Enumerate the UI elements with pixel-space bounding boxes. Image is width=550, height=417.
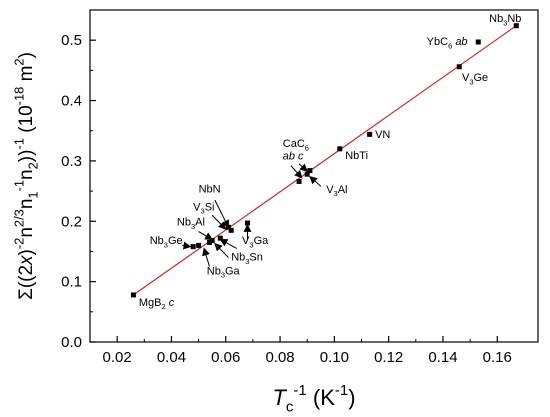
- y-tick-label: 0.0: [61, 334, 82, 351]
- point-label: ab c: [283, 151, 304, 163]
- data-point: [209, 238, 215, 244]
- annotation-arrow: [198, 231, 214, 240]
- data-point: [367, 131, 373, 137]
- y-tick-label: 0.3: [61, 153, 82, 170]
- plot-frame: [89, 9, 539, 343]
- point-label: V3Al: [326, 184, 347, 198]
- annotation-arrow: [214, 242, 229, 258]
- x-tick-label: 0.06: [211, 349, 240, 366]
- x-tick-label: 0.14: [428, 349, 457, 366]
- data-point: [456, 64, 462, 70]
- point-label: VN: [375, 129, 390, 141]
- data-point: [217, 235, 223, 241]
- annotation-arrow: [202, 247, 210, 267]
- point-label: V3Si: [193, 201, 214, 215]
- x-tick-label: 0.10: [320, 349, 349, 366]
- data-point: [190, 244, 196, 250]
- fit-line-group: [133, 25, 517, 296]
- point-label: YbC6 ab: [427, 36, 468, 50]
- y-tick-label: 0.5: [61, 32, 82, 49]
- point-label: Nb3Sn: [231, 252, 263, 266]
- annotation-arrow: [309, 175, 322, 187]
- data-point: [513, 23, 519, 29]
- y-tick-label: 0.1: [61, 274, 82, 291]
- data-point: [296, 178, 302, 184]
- data-point: [244, 220, 250, 226]
- point-label: Nb3Al: [177, 216, 205, 230]
- data-point: [307, 168, 313, 174]
- point-label: V3Ga: [242, 235, 269, 249]
- data-point: [475, 39, 481, 45]
- x-tick-label: 0.02: [103, 349, 132, 366]
- point-label: MgB2 c: [139, 297, 175, 311]
- data-point: [304, 171, 310, 177]
- x-tick-label: 0.08: [265, 349, 294, 366]
- annotation-arrows: [182, 163, 322, 267]
- y-axis-title: Σ((2x)-2n2/3n1-1n2))-1 (10-18 m2): [11, 52, 40, 300]
- point-label: NbTi: [345, 150, 368, 162]
- point-label: V3Ge: [462, 72, 488, 86]
- x-tick-label: 0.16: [483, 349, 512, 366]
- point-label: Nb3Ge: [150, 235, 183, 249]
- annotation-arrow: [219, 238, 237, 249]
- x-axis-title: Tc-1 (K-1): [272, 382, 355, 416]
- data-point: [206, 239, 212, 245]
- point-label: CaC6: [283, 138, 309, 152]
- point-label: NbN: [199, 183, 221, 195]
- data-point: [130, 292, 136, 298]
- fit-line: [133, 25, 517, 296]
- annotation-arrow: [214, 199, 229, 229]
- x-tick-label: 0.04: [157, 349, 186, 366]
- x-axis: 0.02 0.04 0.06 0.08 0.10 0.12 0.14 0.16: [103, 336, 512, 366]
- data-point: [196, 242, 202, 248]
- data-point: [225, 224, 231, 230]
- y-tick-label: 0.4: [61, 93, 82, 110]
- y-tick-label: 0.2: [61, 213, 82, 230]
- x-tick-label: 0.12: [374, 349, 403, 366]
- annotation-arrow: [290, 165, 303, 179]
- data-points: [130, 23, 519, 298]
- annotation-arrow: [211, 214, 227, 230]
- point-label: Nb3Nb: [489, 13, 521, 27]
- y-axis: 0.0 0.1 0.2 0.3 0.4 0.5: [61, 32, 96, 351]
- annotation-arrow: [298, 163, 308, 172]
- data-point: [337, 146, 343, 152]
- annotation-arrow: [182, 241, 192, 250]
- data-point: [228, 227, 234, 233]
- point-label: Nb3Ga: [207, 265, 241, 279]
